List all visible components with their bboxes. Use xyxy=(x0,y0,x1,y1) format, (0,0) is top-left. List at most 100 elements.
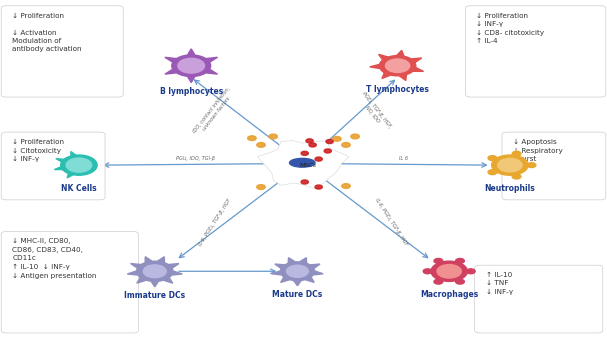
Circle shape xyxy=(178,58,205,73)
Polygon shape xyxy=(158,257,164,263)
Polygon shape xyxy=(151,281,158,287)
FancyBboxPatch shape xyxy=(1,232,138,333)
Polygon shape xyxy=(127,271,137,275)
FancyBboxPatch shape xyxy=(466,6,606,97)
Polygon shape xyxy=(188,76,195,83)
Text: IL 6: IL 6 xyxy=(399,156,407,161)
Circle shape xyxy=(512,151,521,156)
Polygon shape xyxy=(272,271,281,275)
Circle shape xyxy=(342,184,350,188)
Circle shape xyxy=(434,258,443,263)
FancyBboxPatch shape xyxy=(475,265,603,333)
Circle shape xyxy=(342,143,350,147)
Circle shape xyxy=(324,149,331,153)
Circle shape xyxy=(315,157,322,161)
Circle shape xyxy=(309,143,316,147)
Polygon shape xyxy=(164,278,173,283)
Circle shape xyxy=(333,136,341,141)
Circle shape xyxy=(492,155,528,175)
Polygon shape xyxy=(288,258,295,263)
Polygon shape xyxy=(67,172,75,178)
FancyBboxPatch shape xyxy=(1,6,123,97)
Circle shape xyxy=(172,55,211,76)
Polygon shape xyxy=(305,277,314,282)
Polygon shape xyxy=(294,281,301,286)
Circle shape xyxy=(456,279,464,284)
Text: Mature DCs: Mature DCs xyxy=(273,290,322,299)
Circle shape xyxy=(61,155,97,175)
Circle shape xyxy=(269,134,277,139)
Text: ↓ Proliferation
↓ INF-γ
↓ CD8- citotoxicity
↑ IL-4: ↓ Proliferation ↓ INF-γ ↓ CD8- citotoxic… xyxy=(476,12,544,44)
Polygon shape xyxy=(314,271,323,275)
Text: ↓ Apoptosis
↓ Respiratory
  burst: ↓ Apoptosis ↓ Respiratory burst xyxy=(513,139,563,162)
Polygon shape xyxy=(137,278,146,283)
Polygon shape xyxy=(413,67,424,71)
Circle shape xyxy=(257,143,265,147)
Circle shape xyxy=(248,136,256,141)
Ellipse shape xyxy=(290,158,315,167)
Circle shape xyxy=(437,265,461,278)
Polygon shape xyxy=(275,264,285,268)
Polygon shape xyxy=(165,69,176,74)
Circle shape xyxy=(498,158,522,172)
Circle shape xyxy=(379,56,416,76)
Circle shape xyxy=(423,269,432,274)
Text: Neutrophils: Neutrophils xyxy=(484,184,535,193)
Polygon shape xyxy=(71,151,78,158)
Circle shape xyxy=(431,261,467,281)
Text: MSCs: MSCs xyxy=(300,163,317,167)
Circle shape xyxy=(280,262,314,281)
Text: NK Cells: NK Cells xyxy=(61,184,97,193)
Text: B lymphocytes: B lymphocytes xyxy=(160,87,223,96)
Circle shape xyxy=(351,134,359,139)
Circle shape xyxy=(488,156,497,160)
Polygon shape xyxy=(206,57,217,62)
Text: IL-6, PGE₂, TGF-β, HGF: IL-6, PGE₂, TGF-β, HGF xyxy=(198,197,232,247)
Polygon shape xyxy=(172,271,182,275)
Text: T lymphocytes: T lymphocytes xyxy=(366,85,429,94)
Circle shape xyxy=(287,265,308,277)
Text: PGl₂, IDO, TGl-β: PGl₂, IDO, TGl-β xyxy=(176,156,215,161)
Circle shape xyxy=(257,185,265,189)
Text: IDO, contact inhibition,
unknown factors: IDO, contact inhibition, unknown factors xyxy=(192,86,236,138)
Polygon shape xyxy=(399,75,407,81)
Polygon shape xyxy=(412,58,422,62)
Circle shape xyxy=(137,261,173,281)
Circle shape xyxy=(456,258,464,263)
Polygon shape xyxy=(131,264,141,268)
Circle shape xyxy=(466,269,475,274)
Polygon shape xyxy=(300,258,307,263)
Polygon shape xyxy=(310,264,320,268)
Text: IL-6, PGE₂, TGF-β, HGF: IL-6, PGE₂, TGF-β, HGF xyxy=(375,197,409,247)
Text: ↑ IL-10
↓ TNF
↓ INF-γ: ↑ IL-10 ↓ TNF ↓ INF-γ xyxy=(486,272,513,295)
Polygon shape xyxy=(54,166,66,170)
Circle shape xyxy=(527,163,536,167)
Text: PGE₂, TGF-β, HGF,
NO, IDO: PGE₂, TGF-β, HGF, NO, IDO xyxy=(357,91,393,133)
Circle shape xyxy=(488,170,497,175)
Text: ↓ Proliferation
↓ Citotoxicity
↓ INF-γ: ↓ Proliferation ↓ Citotoxicity ↓ INF-γ xyxy=(12,139,64,162)
Circle shape xyxy=(326,140,333,144)
Polygon shape xyxy=(145,257,152,263)
Circle shape xyxy=(512,174,521,179)
Polygon shape xyxy=(188,49,195,55)
Polygon shape xyxy=(257,141,349,189)
Polygon shape xyxy=(379,54,388,60)
Text: ↓ Proliferation

↓ Activation
Modulation of
antibody activation: ↓ Proliferation ↓ Activation Modulation … xyxy=(12,12,81,53)
Polygon shape xyxy=(370,64,380,68)
Circle shape xyxy=(301,180,308,184)
Text: Immature DCs: Immature DCs xyxy=(124,291,185,300)
FancyBboxPatch shape xyxy=(502,132,606,200)
Polygon shape xyxy=(56,159,67,163)
Circle shape xyxy=(315,185,322,189)
Circle shape xyxy=(66,158,92,172)
Polygon shape xyxy=(169,264,179,268)
Circle shape xyxy=(143,265,166,278)
Polygon shape xyxy=(280,277,290,282)
Polygon shape xyxy=(206,69,217,74)
FancyBboxPatch shape xyxy=(1,132,105,200)
Polygon shape xyxy=(397,51,404,56)
Polygon shape xyxy=(382,73,390,79)
Circle shape xyxy=(385,59,410,72)
Circle shape xyxy=(434,279,443,284)
Polygon shape xyxy=(165,57,176,62)
